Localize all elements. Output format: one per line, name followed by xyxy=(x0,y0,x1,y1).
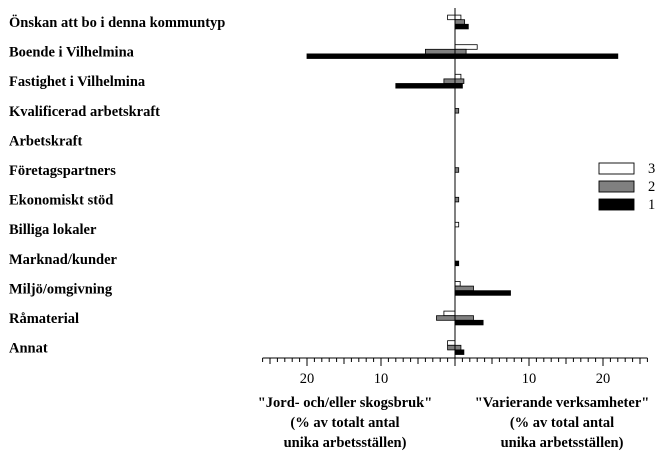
x-tick-label: 10 xyxy=(522,371,537,387)
category-label: Miljö/omgivning xyxy=(9,281,113,297)
bar-right-series-3 xyxy=(454,73,462,80)
bar-left-series-2 xyxy=(424,48,456,55)
category-label: Billiga lokaler xyxy=(9,222,97,238)
legend-swatch-1 xyxy=(598,198,635,211)
bar-right-series-3 xyxy=(454,44,478,50)
bar-right-series-1 xyxy=(454,319,484,326)
bar-left-series-2 xyxy=(443,78,456,84)
bar-right-series-2 xyxy=(454,285,474,292)
bar-right-series-3 xyxy=(454,14,462,21)
x-axis-title-right: (% av total antal xyxy=(510,415,614,431)
x-axis-title-right: "Varierande verksamheter" xyxy=(475,395,650,411)
bar-right-series-3 xyxy=(454,281,461,287)
legend-label-2: 2 xyxy=(648,179,655,195)
category-label: Ekonomiskt stöd xyxy=(9,193,113,209)
bar-right-series-1 xyxy=(454,23,469,30)
x-tick-label: 20 xyxy=(596,371,611,387)
axes xyxy=(262,8,648,366)
bar-right-series-2 xyxy=(454,48,467,55)
axis-titles: "Jord- och/eller skogsbruk" (% av totalt … xyxy=(258,395,650,451)
category-label: Företagspartners xyxy=(9,163,116,179)
legend-swatch-2 xyxy=(598,180,635,193)
bar-left-series-3 xyxy=(443,310,456,317)
category-label: Boende i Vilhelmina xyxy=(9,45,135,61)
category-label: Önskan att bo i denna kommuntyp xyxy=(9,14,225,31)
bar-right-series-2 xyxy=(454,315,474,321)
category-labels: Önskan att bo i denna kommuntyp Boende i … xyxy=(9,14,225,357)
bar-left-series-3 xyxy=(447,340,456,346)
category-label: Annat xyxy=(9,341,48,357)
bar-right-series-2 xyxy=(454,196,460,203)
bar-left-series-3 xyxy=(447,14,456,21)
category-label: Råmaterial xyxy=(9,311,79,327)
x-axis-title-right: unika arbetsställen) xyxy=(501,435,624,451)
bar-left-series-1 xyxy=(395,83,456,89)
bar-right-series-1 xyxy=(454,83,463,89)
category-label: Marknad/kunder xyxy=(9,252,118,268)
bar-right-series-2 xyxy=(454,19,466,25)
legend-swatch-3 xyxy=(598,162,635,175)
x-axis-title-left: unika arbetsställen) xyxy=(284,435,407,451)
bar-right-series-2 xyxy=(454,167,460,173)
legend-label-3: 3 xyxy=(648,161,655,177)
tick-labels: 20 10 10 20 xyxy=(300,371,611,387)
bar-right-series-1 xyxy=(454,260,460,267)
x-axis-title-left: "Jord- och/eller skogsbruk" xyxy=(258,395,433,411)
bar-left-series-2 xyxy=(436,315,456,321)
x-tick-label: 20 xyxy=(300,371,315,387)
bars xyxy=(306,14,619,355)
bar-right-series-1 xyxy=(454,349,465,355)
bar-right-series-1 xyxy=(454,290,511,296)
bar-right-series-2 xyxy=(454,344,462,351)
legend-label-1: 1 xyxy=(648,197,655,213)
category-label: Kvalificerad arbetskraft xyxy=(9,104,160,120)
category-label: Arbetskraft xyxy=(9,133,82,149)
bar-left-series-1 xyxy=(306,53,456,59)
bar-right-series-2 xyxy=(454,78,465,84)
bar-right-series-2 xyxy=(454,108,460,114)
legend: 3 2 1 xyxy=(598,161,655,213)
bar-right-series-3 xyxy=(454,221,460,228)
bar-right-series-1 xyxy=(454,53,619,59)
x-axis-title-left: (% av totalt antal xyxy=(290,415,399,431)
x-tick-label: 10 xyxy=(374,371,389,387)
category-label: Fastighet i Vilhelmina xyxy=(9,74,146,90)
bar-left-series-2 xyxy=(447,344,456,351)
